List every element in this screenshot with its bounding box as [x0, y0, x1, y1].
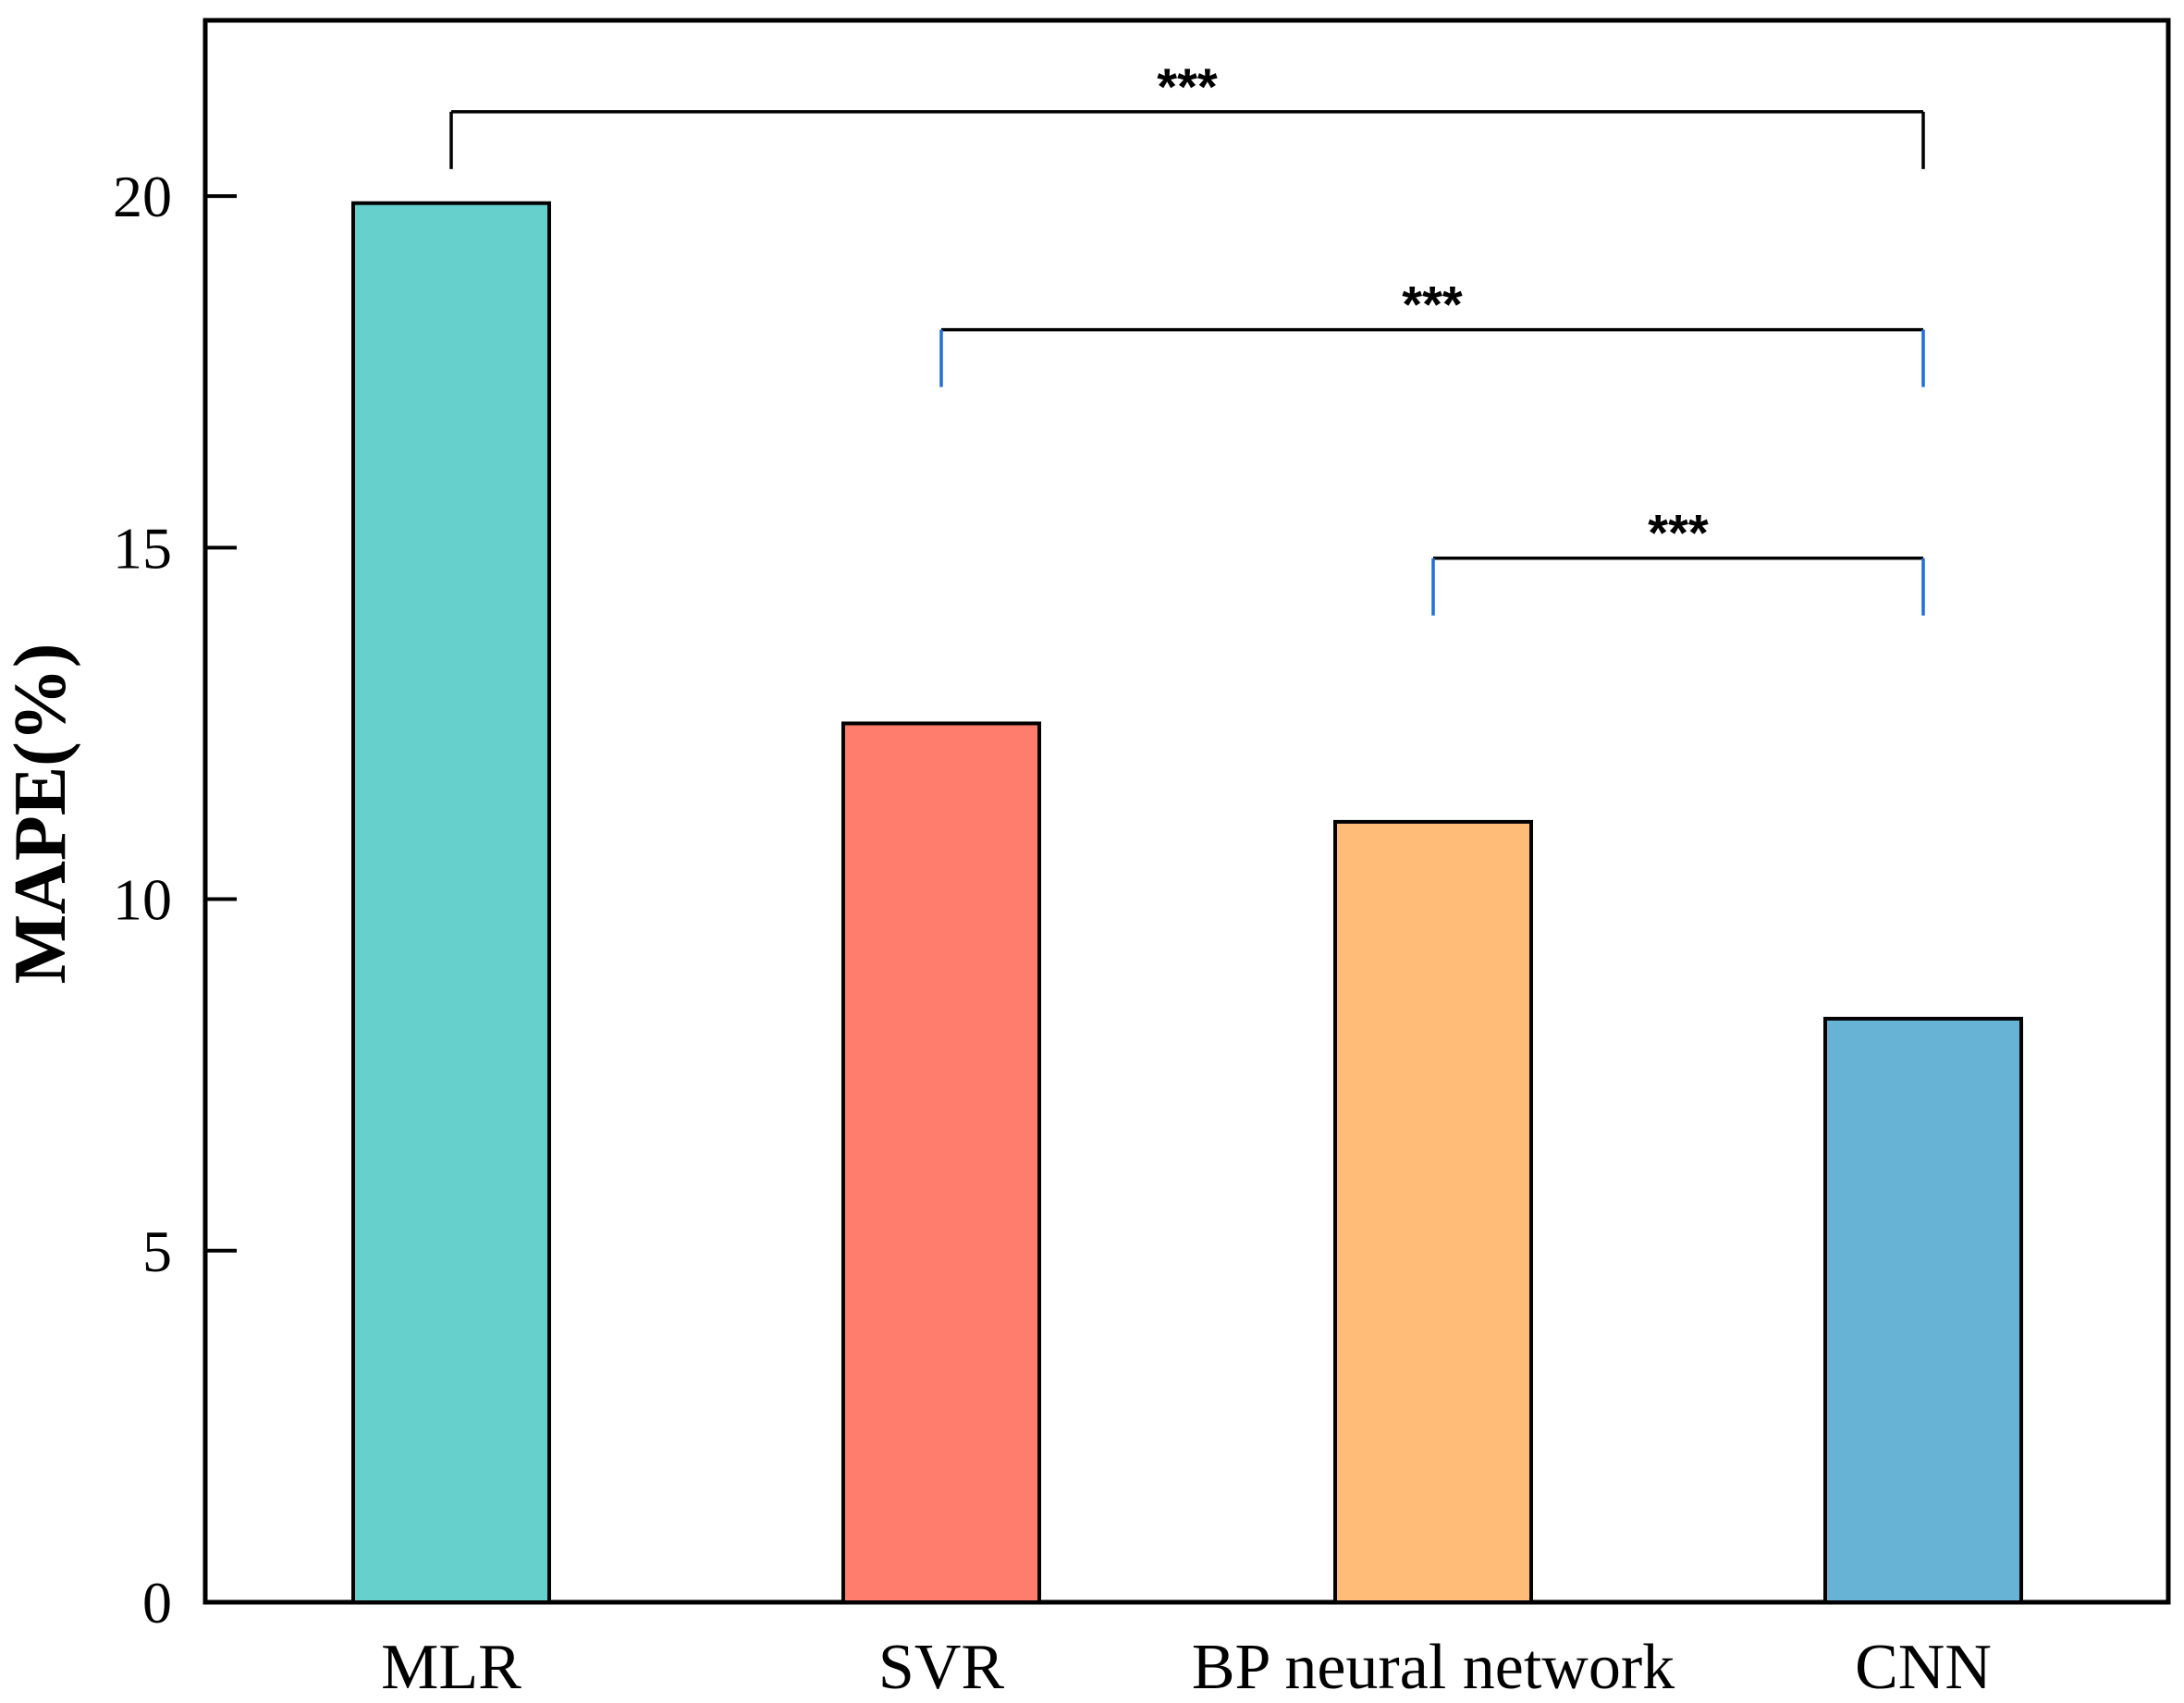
bar-cnn [1823, 1016, 2023, 1604]
y-tick-label-5: 5 [142, 1219, 172, 1284]
y-axis: 0 5 10 15 20 [113, 164, 237, 1636]
x-tick-label-cnn: CNN [1855, 1632, 1992, 1703]
y-tick-label-20: 20 [113, 164, 172, 229]
significance-label: *** [1402, 276, 1463, 334]
bar-bp-neural-network [1333, 819, 1533, 1604]
y-tick-label-0: 0 [142, 1570, 172, 1636]
bars-layer [351, 201, 2023, 1604]
y-axis-title: MAPE(%) [0, 643, 81, 985]
bar-svr [841, 721, 1041, 1604]
y-tick-label-15: 15 [113, 515, 172, 581]
significance-bracket-3: *** [1431, 504, 1925, 616]
x-tick-label-bp-neural-network: BP neural network [1192, 1632, 1675, 1703]
significance-bracket-2: *** [939, 276, 1925, 387]
plot-frame-layer [202, 18, 2171, 1605]
x-tick-label-svr: SVR [878, 1632, 1004, 1703]
y-tick-label-10: 10 [113, 867, 172, 933]
x-tick-label-mlr: MLR [381, 1632, 521, 1703]
bar-mlr [351, 201, 551, 1604]
significance-label: *** [1157, 57, 1218, 116]
significance-layer: *** *** *** [449, 57, 1925, 616]
x-axis: MLR SVR BP neural network CNN [381, 1632, 1992, 1703]
significance-label: *** [1648, 504, 1709, 562]
plot-frame [202, 18, 2171, 1605]
significance-bracket-1: *** [449, 57, 1925, 169]
